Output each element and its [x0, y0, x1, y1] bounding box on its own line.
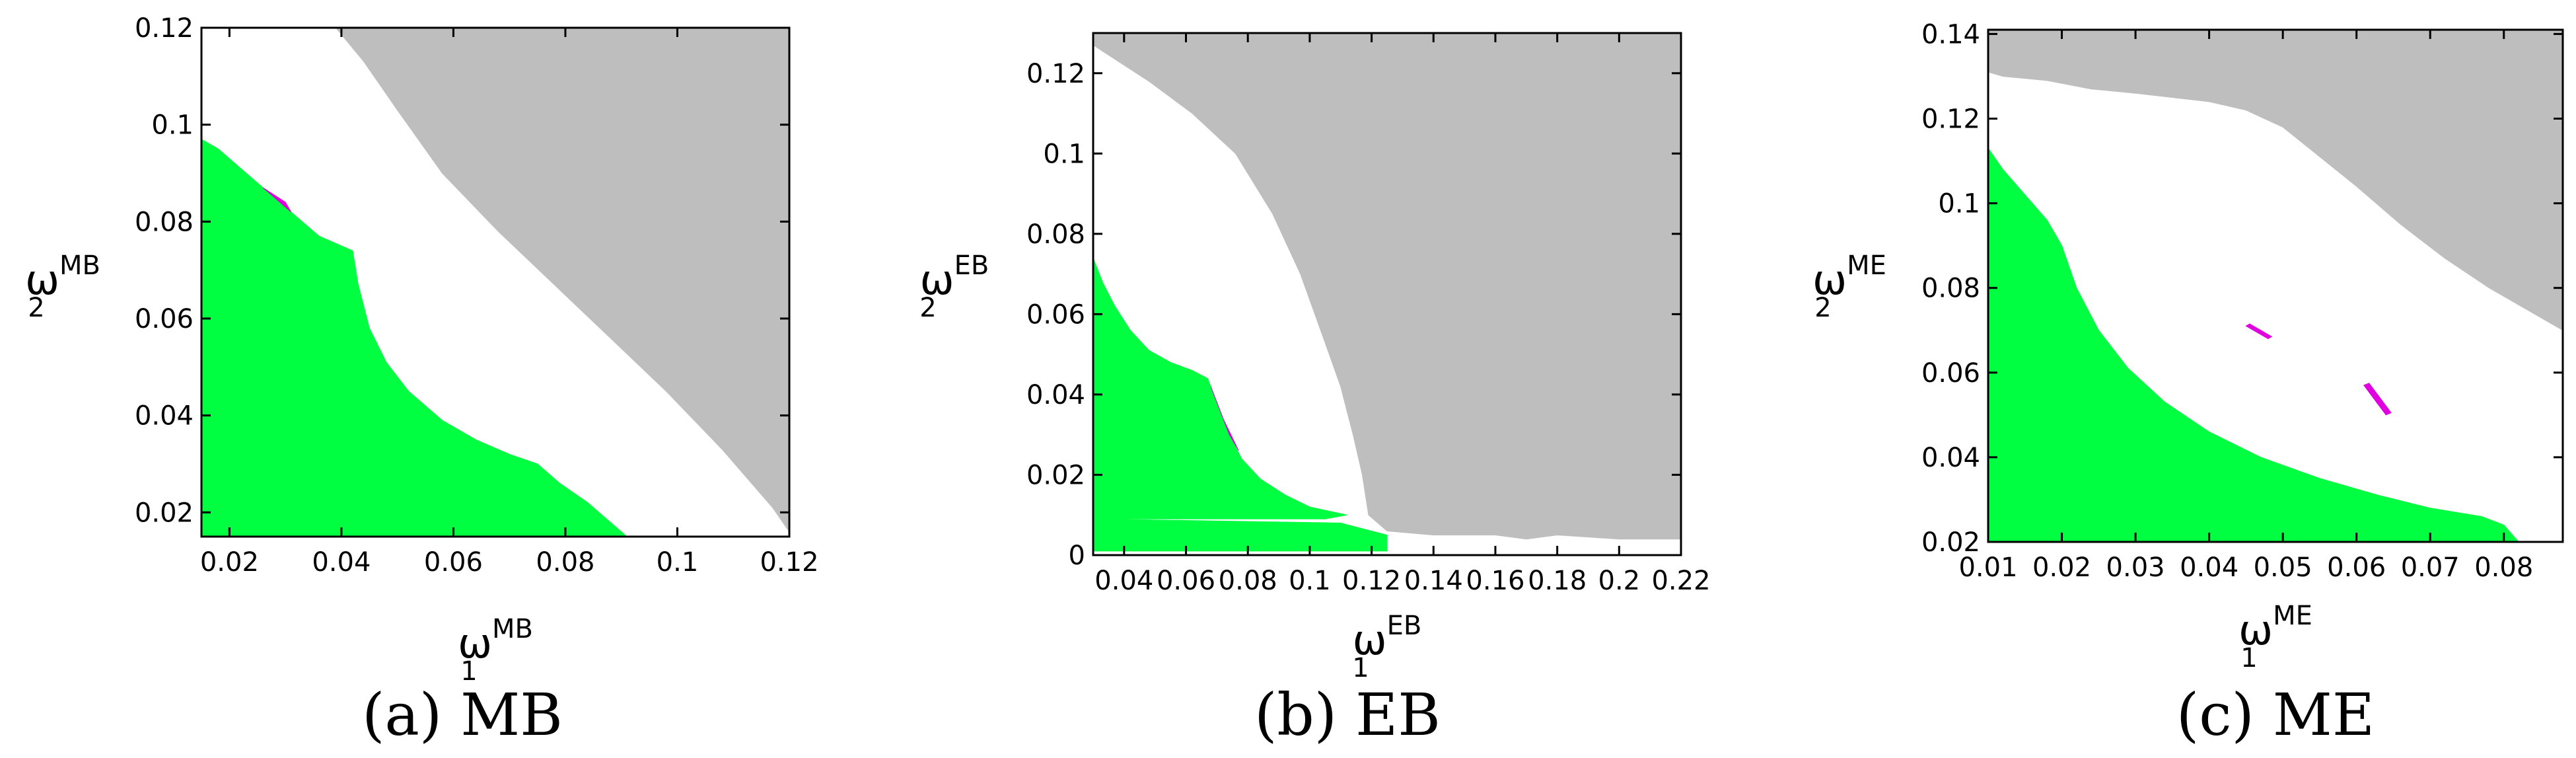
x-tick-label-me: 0.03 — [2106, 552, 2165, 583]
x-axis-label-mb-subscript: 1 — [460, 656, 477, 687]
y-tick-label-eb: 0.06 — [1026, 299, 1085, 330]
x-tick-label-me: 0.06 — [2327, 552, 2386, 583]
y-tick-label-me: 0.06 — [1921, 358, 1980, 389]
x-tick-label-mb: 0.1 — [657, 547, 699, 578]
y-tick-label-eb: 0.08 — [1026, 219, 1085, 250]
caption-mb: (a) MB — [362, 681, 563, 749]
y-tick-label-mb: 0.1 — [151, 110, 194, 141]
x-tick-label-me: 0.04 — [2180, 552, 2238, 583]
y-tick-label-me: 0.02 — [1921, 527, 1980, 558]
plot-frame-mb — [200, 26, 791, 538]
y-tick-label-eb: 0.1 — [1043, 139, 1085, 169]
y-tick-label-me: 0.08 — [1921, 274, 1980, 304]
x-tick-label-eb: 0.2 — [1598, 566, 1641, 596]
x-tick-label-eb: 0.1 — [1289, 566, 1331, 596]
y-tick-label-eb: 0 — [1069, 541, 1085, 571]
boundary-region-me-3 — [2363, 383, 2392, 416]
y-tick-label-eb: 0.04 — [1026, 380, 1085, 410]
x-tick-label-eb: 0.22 — [1651, 566, 1710, 596]
x-tick-label-me: 0.05 — [2254, 552, 2312, 583]
boundary-region-mb-2 — [262, 187, 292, 213]
regions-eb — [1093, 33, 1681, 552]
x-axis-label-mb: ωMB — [458, 614, 533, 667]
x-tick-label-mb: 0.04 — [312, 547, 371, 578]
x-tick-label-mb: 0.12 — [760, 547, 818, 578]
y-axis-label-me: ωME — [1812, 250, 1886, 304]
y-tick-label-eb: 0.12 — [1026, 59, 1085, 89]
x-tick-label-mb: 0.06 — [424, 547, 483, 578]
regions-mb — [201, 28, 789, 537]
plot-frame-me — [1987, 28, 2564, 543]
y-tick-label-me: 0.12 — [1921, 104, 1980, 135]
x-tick-label-me: 0.08 — [2474, 552, 2533, 583]
x-tick-label-mb: 0.08 — [536, 547, 594, 578]
y-tick-label-eb: 0.02 — [1026, 460, 1085, 490]
x-axis-label-me: ωME — [2238, 601, 2312, 654]
y-tick-label-me: 0.1 — [1938, 189, 1980, 219]
x-tick-label-eb: 0.06 — [1157, 566, 1215, 596]
x-axis-label-me-subscript: 1 — [2240, 643, 2257, 673]
infeasible-region-eb-0 — [1093, 33, 1681, 540]
y-axis-label-me-subscript: 2 — [1814, 293, 1831, 323]
caption-me: (c) ME — [2176, 681, 2375, 749]
plot-frame-eb — [1092, 32, 1682, 556]
panel-mb: 0.02 0.04 0.06 0.08 0.1 0.120.020.040.060.080… — [25, 13, 818, 749]
y-tick-label-mb: 0.12 — [135, 13, 194, 44]
panel-eb: 0.04 0.06 0.08 0.1 0.12 0.14 0.16 0.18 0.2 0.2200… — [919, 32, 1711, 749]
x-tick-label-eb: 0.08 — [1219, 566, 1277, 596]
y-axis-label-mb: ωMB — [25, 250, 100, 304]
boundary-region-eb-3 — [1210, 386, 1239, 451]
y-tick-label-mb: 0.04 — [135, 401, 194, 432]
feasible-region-me-1 — [1988, 147, 2519, 542]
x-axis-label-eb-subscript: 1 — [1352, 653, 1369, 683]
x-tick-label-eb: 0.16 — [1466, 566, 1524, 596]
feasible-region-mb-1 — [201, 139, 627, 537]
panel-me: 0.01 0.02 0.03 0.04 0.05 0.06 0.07 0.080.020.04… — [1812, 19, 2564, 749]
x-tick-label-me: 0.01 — [1958, 552, 2017, 583]
x-tick-label-eb: 0.04 — [1094, 566, 1153, 596]
y-tick-label-me: 0.14 — [1921, 19, 1980, 50]
x-tick-label-eb: 0.18 — [1528, 566, 1587, 596]
x-tick-label-eb: 0.12 — [1342, 566, 1401, 596]
x-tick-label-mb: 0.02 — [200, 547, 259, 578]
infeasible-region-me-0 — [1988, 30, 2563, 331]
boundary-region-me-2 — [2245, 323, 2273, 340]
x-tick-label-me: 0.02 — [2032, 552, 2091, 583]
x-tick-label-eb: 0.14 — [1404, 566, 1463, 596]
y-axis-label-eb: ωEB — [920, 250, 989, 304]
y-axis-label-eb-subscript: 2 — [919, 293, 936, 323]
regions-me — [1988, 30, 2563, 542]
x-tick-label-me: 0.07 — [2401, 552, 2460, 583]
infeasible-region-mb-0 — [335, 28, 789, 533]
feasible-region-eb-2 — [1093, 518, 1388, 552]
y-tick-label-mb: 0.06 — [135, 304, 194, 334]
y-tick-label-mb: 0.08 — [135, 207, 194, 237]
y-tick-label-me: 0.04 — [1921, 443, 1980, 473]
y-tick-label-mb: 0.02 — [135, 498, 194, 528]
y-axis-label-mb-subscript: 2 — [28, 293, 44, 323]
caption-eb: (b) EB — [1254, 681, 1441, 749]
x-axis-label-eb: ωEB — [1353, 611, 1422, 664]
